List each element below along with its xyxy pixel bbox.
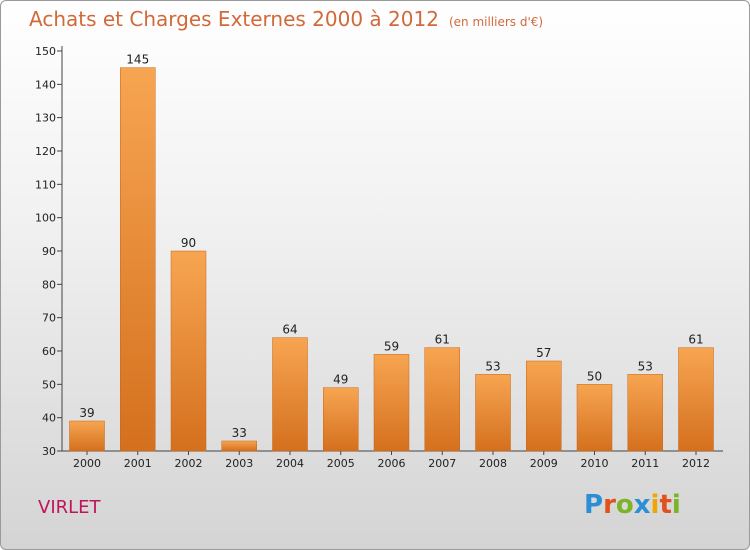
x-tick-label: 2003 bbox=[225, 457, 253, 470]
data-label: 64 bbox=[282, 323, 297, 337]
y-tick-label: 40 bbox=[42, 412, 56, 425]
x-tick-label: 2007 bbox=[428, 457, 456, 470]
x-tick-label: 2004 bbox=[276, 457, 304, 470]
chart-title: Achats et Charges Externes 2000 à 2012 (e… bbox=[29, 7, 543, 31]
bar bbox=[120, 67, 156, 452]
y-tick-label: 100 bbox=[35, 212, 56, 225]
x-tick-label: 2001 bbox=[124, 457, 152, 470]
data-label: 61 bbox=[435, 333, 450, 347]
bar bbox=[323, 387, 359, 452]
y-tick-label: 80 bbox=[42, 278, 56, 291]
x-tick-label: 2006 bbox=[378, 457, 406, 470]
x-tick-label: 2000 bbox=[73, 457, 101, 470]
bar bbox=[627, 374, 663, 452]
data-label: 50 bbox=[587, 369, 602, 383]
y-tick-label: 120 bbox=[35, 145, 56, 158]
bar bbox=[576, 384, 613, 452]
bar bbox=[272, 337, 308, 452]
bar bbox=[424, 347, 460, 452]
x-tick-label: 2008 bbox=[479, 457, 507, 470]
bar bbox=[373, 354, 410, 452]
chart-title-text: Achats et Charges Externes 2000 à 2012 bbox=[29, 7, 439, 31]
bar bbox=[678, 347, 714, 452]
data-label: 49 bbox=[333, 373, 348, 387]
bar bbox=[475, 374, 511, 452]
logo-letter: x bbox=[633, 490, 651, 520]
data-label: 39 bbox=[79, 406, 94, 420]
y-tick-label: 30 bbox=[42, 445, 56, 458]
logo-letter: P bbox=[584, 490, 604, 520]
bar bbox=[170, 250, 207, 452]
y-tick-label: 70 bbox=[42, 312, 56, 325]
x-tick-label: 2010 bbox=[581, 457, 609, 470]
logo-letter: i bbox=[671, 490, 681, 520]
data-label: 57 bbox=[536, 346, 551, 360]
y-tick-label: 140 bbox=[35, 78, 56, 91]
y-tick-label: 110 bbox=[35, 178, 56, 191]
logo-letter: t bbox=[659, 490, 672, 520]
data-label: 53 bbox=[638, 359, 653, 373]
x-tick-label: 2005 bbox=[327, 457, 355, 470]
y-tick-label: 130 bbox=[35, 112, 56, 125]
data-label: 90 bbox=[181, 236, 196, 250]
x-tick-label: 2012 bbox=[682, 457, 710, 470]
logo-letter: r bbox=[603, 490, 616, 520]
x-tick-label: 2002 bbox=[175, 457, 203, 470]
bar bbox=[526, 360, 562, 452]
y-tick-label: 150 bbox=[35, 45, 56, 58]
y-tick-label: 60 bbox=[42, 345, 56, 358]
data-label: 59 bbox=[384, 339, 399, 353]
y-tick-label: 50 bbox=[42, 378, 56, 391]
chart-subtitle: (en milliers d'€) bbox=[448, 15, 544, 29]
logo-letter: i bbox=[650, 490, 660, 520]
logo-letter: o bbox=[615, 490, 634, 520]
data-label: 53 bbox=[485, 359, 500, 373]
x-tick-label: 2009 bbox=[530, 457, 558, 470]
x-tick-label: 2011 bbox=[631, 457, 659, 470]
data-label: 61 bbox=[688, 333, 703, 347]
y-tick-label: 90 bbox=[42, 245, 56, 258]
town-name: VIRLET bbox=[38, 497, 101, 518]
proxiti-logo: Proxiti bbox=[584, 490, 681, 520]
data-label: 145 bbox=[126, 53, 149, 67]
bar bbox=[221, 440, 257, 452]
bar bbox=[69, 420, 105, 452]
data-label: 33 bbox=[232, 426, 247, 440]
